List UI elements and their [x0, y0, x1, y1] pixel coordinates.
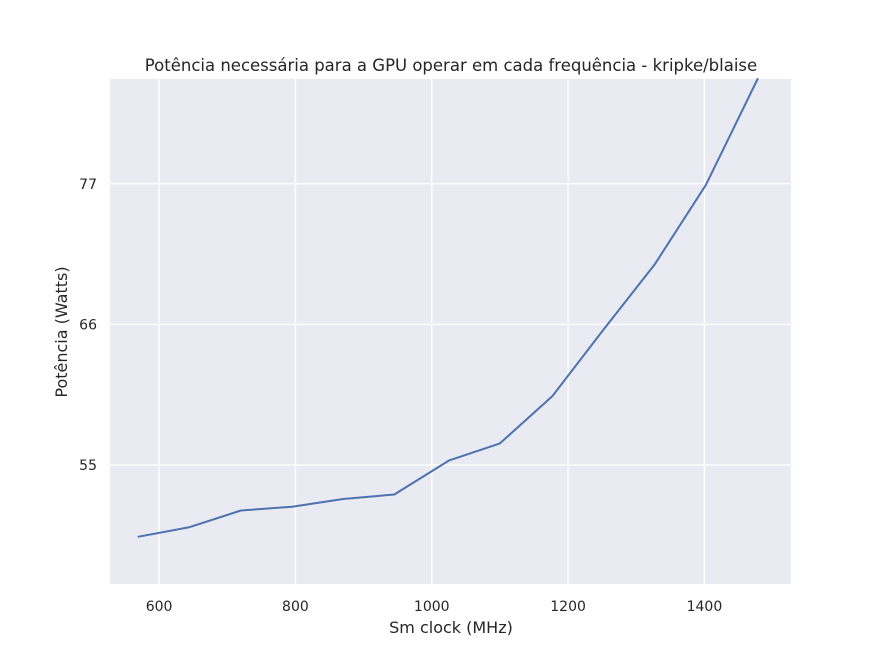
chart-title: Potência necessária para a GPU operar em… [145, 56, 757, 75]
x-axis-label: Sm clock (MHz) [389, 618, 513, 637]
x-tick-label: 1400 [687, 599, 723, 615]
y-tick-label: 66 [79, 317, 97, 333]
y-tick-label: 77 [79, 177, 97, 193]
grid-lines [110, 79, 791, 584]
x-tick-label: 800 [282, 599, 309, 615]
x-tick-label: 1000 [414, 599, 450, 615]
series-layer [137, 78, 759, 538]
x-tick-label: 600 [146, 599, 173, 615]
x-axis-ticks: 600 800 1000 1200 1400 [146, 599, 723, 615]
y-axis-ticks: 55 66 77 [79, 177, 97, 474]
x-tick-label: 1200 [550, 599, 586, 615]
plot-area [110, 79, 791, 584]
y-tick-label: 55 [79, 458, 97, 474]
y-axis-label: Potência (Watts) [52, 266, 71, 397]
series-line [137, 78, 759, 538]
